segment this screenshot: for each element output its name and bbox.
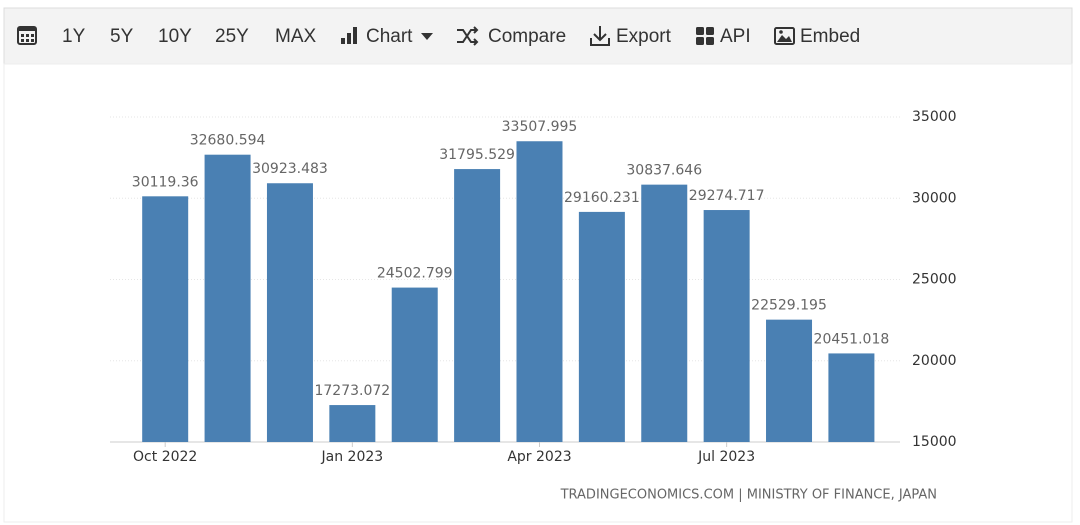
compare-icon[interactable] [457, 26, 479, 46]
bar [516, 141, 563, 442]
bar [578, 211, 625, 442]
bar [703, 210, 750, 442]
bar [766, 319, 813, 442]
bar [204, 154, 251, 442]
data-label: 29160.231 [564, 190, 640, 206]
y-tick-label: 35000 [912, 109, 957, 125]
bar [329, 405, 376, 442]
source: TRADINGECONOMICS.COM | MINISTRY OF FINAN… [560, 488, 937, 503]
bar [142, 196, 189, 442]
x-tick-label: Jul 2023 [697, 449, 755, 465]
y-tick-label: 20000 [912, 353, 957, 369]
bar [641, 184, 688, 443]
data-label: 17273.072 [314, 383, 390, 399]
range-button[interactable]: 5Y [110, 26, 134, 47]
embed-icon[interactable] [774, 27, 795, 45]
compare-button[interactable]: Compare [488, 26, 566, 47]
y-tick-label: 15000 [912, 434, 957, 450]
api-button[interactable]: API [720, 26, 751, 47]
data-label: 30119.36 [132, 174, 199, 190]
range-button[interactable]: 25Y [215, 26, 249, 47]
y-tick-label: 30000 [912, 190, 957, 206]
export-icon[interactable] [590, 26, 610, 46]
data-label: 33507.995 [502, 119, 578, 135]
y-tick-label: 25000 [912, 272, 957, 288]
range-button[interactable]: 10Y [158, 26, 192, 47]
x-tick-label: Jan 2023 [321, 449, 384, 465]
data-label: 20451.018 [814, 331, 890, 347]
toolbar [3, 7, 1073, 65]
data-label: 30837.646 [626, 163, 702, 179]
bar [454, 169, 501, 443]
data-label: 24502.799 [377, 266, 453, 282]
data-label: 22529.195 [751, 298, 827, 314]
x-tick-label: Oct 2022 [133, 449, 197, 465]
bar [266, 183, 313, 442]
data-label: 30923.483 [252, 161, 328, 177]
chart-button[interactable]: Chart [366, 26, 413, 47]
api-icon[interactable] [696, 27, 714, 45]
range-button[interactable]: 1Y [62, 26, 86, 47]
data-label: 32680.594 [190, 133, 266, 149]
export-button[interactable]: Export [616, 26, 672, 47]
x-tick-label: Apr 2023 [507, 449, 571, 465]
caret-icon[interactable] [421, 33, 433, 40]
bar [828, 353, 875, 442]
data-label: 29274.717 [689, 188, 765, 204]
embed-button[interactable]: Embed [800, 26, 860, 47]
chart-icon[interactable] [341, 27, 357, 44]
calendar-icon[interactable] [17, 26, 37, 45]
bar [391, 287, 438, 442]
range-button[interactable]: MAX [275, 26, 317, 47]
data-label: 31795.529 [439, 147, 515, 163]
